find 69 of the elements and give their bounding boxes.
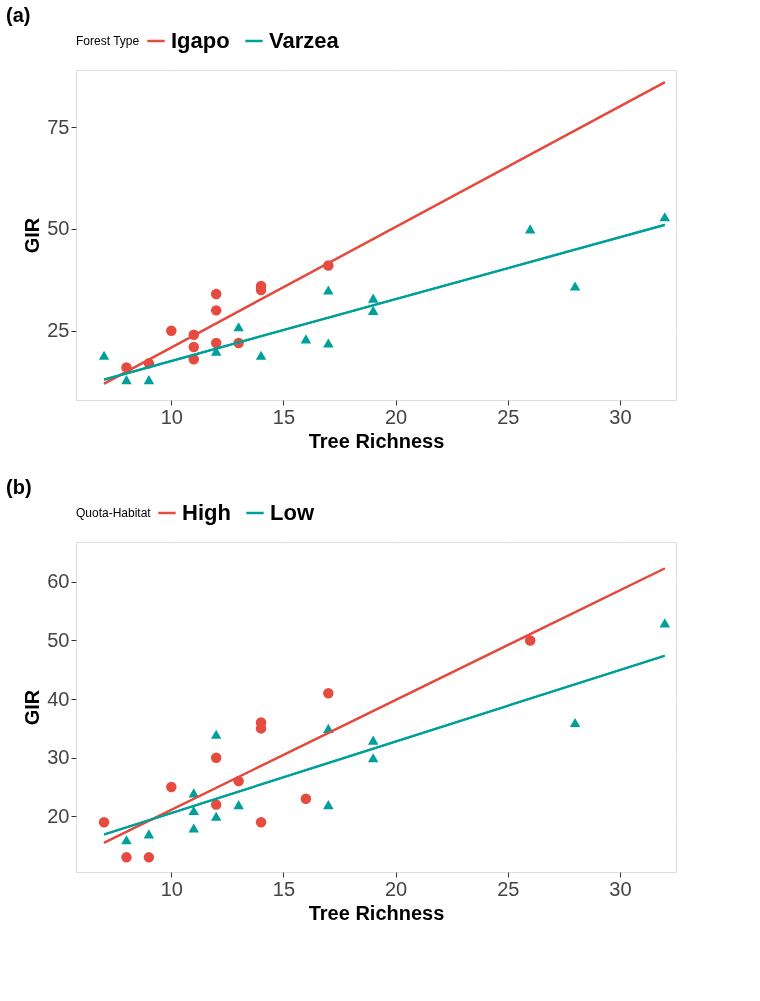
x-tick-label: 30 xyxy=(609,405,632,428)
point xyxy=(367,293,379,303)
point xyxy=(300,334,312,344)
x-tick-label: 30 xyxy=(609,877,632,900)
y-tick-label: 50 xyxy=(47,628,70,651)
legend-label: Varzea xyxy=(269,28,340,53)
x-tick-label: 15 xyxy=(272,405,296,428)
y-tick-label: 25 xyxy=(47,319,70,342)
x-tick-label: 25 xyxy=(497,877,520,900)
y-tick-label: 50 xyxy=(47,217,70,240)
point xyxy=(210,337,222,349)
point xyxy=(210,346,222,356)
x-axis-title: Tree Richness xyxy=(308,901,445,924)
point xyxy=(210,729,222,739)
y-tick-label: 30 xyxy=(47,746,70,769)
point xyxy=(98,350,110,360)
point xyxy=(367,305,379,315)
x-tick-label: 25 xyxy=(497,405,520,428)
point xyxy=(121,835,132,845)
point xyxy=(323,285,334,295)
y-axis-title: GIR xyxy=(21,689,44,726)
point xyxy=(143,852,155,863)
x-tick-label: 20 xyxy=(385,877,408,900)
point xyxy=(121,852,132,863)
point xyxy=(188,823,199,833)
point xyxy=(210,811,222,821)
point xyxy=(210,799,222,810)
legend-title: Quota-Habitat xyxy=(76,506,152,520)
point xyxy=(367,735,379,745)
y-tick-label: 60 xyxy=(47,570,70,593)
legend-title: Forest Type xyxy=(76,34,140,48)
point xyxy=(210,288,222,300)
point xyxy=(569,281,581,291)
y-tick-label: 40 xyxy=(47,687,70,710)
point xyxy=(255,350,267,360)
point xyxy=(166,781,177,793)
legend-label: Igapo xyxy=(171,28,230,53)
x-tick-label: 15 xyxy=(272,877,296,900)
chart-title: (b) xyxy=(6,476,32,498)
point xyxy=(524,224,536,234)
point xyxy=(210,305,222,316)
point xyxy=(121,375,132,385)
point xyxy=(166,325,177,336)
point xyxy=(188,341,199,353)
y-tick-label: 20 xyxy=(47,804,70,827)
point xyxy=(98,816,110,828)
point xyxy=(524,635,536,646)
x-tick-label: 10 xyxy=(160,405,183,428)
point xyxy=(210,752,222,763)
legend-label: Low xyxy=(270,500,315,525)
x-tick-label: 10 xyxy=(160,877,183,900)
point xyxy=(569,717,581,728)
point xyxy=(233,800,244,810)
point xyxy=(659,212,671,222)
point xyxy=(323,338,334,348)
point xyxy=(367,753,379,763)
x-axis-title: Tree Richness xyxy=(308,429,445,452)
y-tick-label: 75 xyxy=(47,115,70,138)
y-axis-title: GIR xyxy=(21,217,44,254)
point xyxy=(143,375,155,385)
chart-title: (a) xyxy=(6,4,31,26)
point xyxy=(233,322,244,332)
point xyxy=(255,816,267,828)
legend-label: High xyxy=(182,500,231,525)
point xyxy=(323,687,334,699)
x-tick-label: 20 xyxy=(385,405,408,428)
point xyxy=(323,800,334,810)
point xyxy=(143,829,155,839)
point xyxy=(300,793,312,804)
